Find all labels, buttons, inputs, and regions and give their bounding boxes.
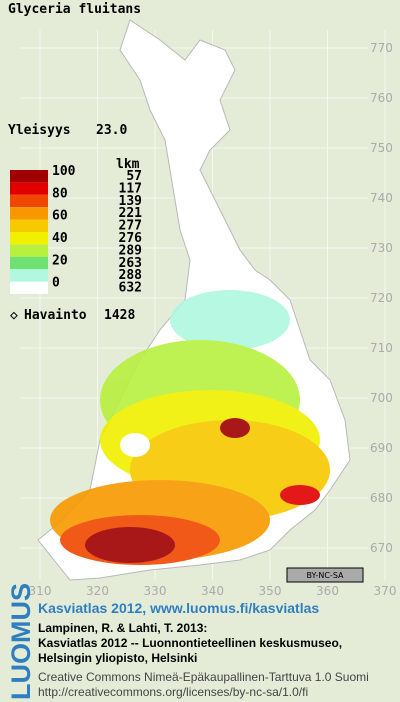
legend-swatch: [10, 281, 48, 294]
legend-level: 80: [52, 186, 68, 201]
citation-line: Kasviatlas 2012 -- Luonnontieteellinen k…: [38, 636, 342, 650]
easting-label: 360: [316, 584, 339, 598]
license-badge: [286, 567, 364, 583]
legend-count: 277: [119, 219, 142, 234]
legend-swatch: [10, 269, 48, 282]
legend-count: 289: [119, 243, 142, 258]
legend-count: 221: [119, 206, 143, 221]
legend-count: 57: [126, 169, 142, 184]
northing-label: 680: [370, 491, 393, 505]
northing-label: 750: [370, 141, 393, 155]
citation-line: Helsingin yliopisto, Helsinki: [38, 651, 197, 665]
northing-label: 690: [370, 441, 393, 455]
northing-label: 700: [370, 391, 393, 405]
easting-label: 330: [144, 584, 167, 598]
northing-label: 670: [370, 541, 393, 555]
observation-marker: ◇: [10, 308, 18, 323]
footer-link[interactable]: Kasviatlas 2012, www.luomus.fi/kasviatla…: [38, 600, 319, 616]
observation-label: Havainto: [24, 308, 87, 323]
legend-swatch: [10, 219, 48, 232]
legend-swatch: [10, 207, 48, 220]
legend-swatch: [10, 244, 48, 257]
citation-line: Lampinen, R. & Lahti, T. 2013:: [38, 621, 207, 635]
northing-label: 730: [370, 241, 393, 255]
legend-count: 117: [119, 181, 142, 196]
license-badge-text: BY-NC-SA: [306, 571, 344, 580]
easting-label: 350: [259, 584, 282, 598]
legend-swatch: [10, 194, 48, 208]
northing-label: 770: [370, 41, 393, 55]
easting-label: 340: [201, 584, 224, 598]
northing-label: 740: [370, 191, 393, 205]
license-line: http://creativecommons.org/licenses/by-n…: [38, 685, 308, 699]
northing-label: 710: [370, 341, 393, 355]
luomus-logo: LUOMUS: [6, 583, 36, 700]
legend-swatch: [10, 256, 48, 270]
legend-level: 60: [52, 209, 68, 224]
occurrence-shading: [50, 290, 330, 565]
legend-count: 632: [119, 281, 142, 296]
northing-label: 720: [370, 291, 393, 305]
count-header: lkm: [116, 157, 140, 172]
easting-label: 310: [29, 584, 52, 598]
observation-count: 1428: [104, 308, 135, 323]
easting-label: 370: [374, 584, 397, 598]
legend-swatch: [10, 232, 48, 245]
easting-label: 320: [86, 584, 109, 598]
legend-level: 20: [52, 253, 68, 268]
legend-swatch: [10, 182, 48, 195]
legend-level: 0: [52, 276, 60, 291]
legend-level: 100: [52, 164, 76, 179]
legend-count: 139: [119, 194, 142, 209]
species-title: Glyceria fluitans: [8, 2, 141, 17]
legend-count: 276: [119, 231, 143, 246]
license-line: Creative Commons Nimeä-Epäkaupallinen-Ta…: [38, 670, 369, 684]
legend-swatch: [10, 170, 48, 183]
northing-label: 760: [370, 91, 393, 105]
frequency-label: Yleisyys: [8, 123, 71, 138]
legend-count: 288: [119, 268, 143, 283]
legend-count: 263: [119, 256, 142, 271]
frequency-value: 23.0: [96, 123, 127, 138]
legend-level: 40: [52, 231, 68, 246]
